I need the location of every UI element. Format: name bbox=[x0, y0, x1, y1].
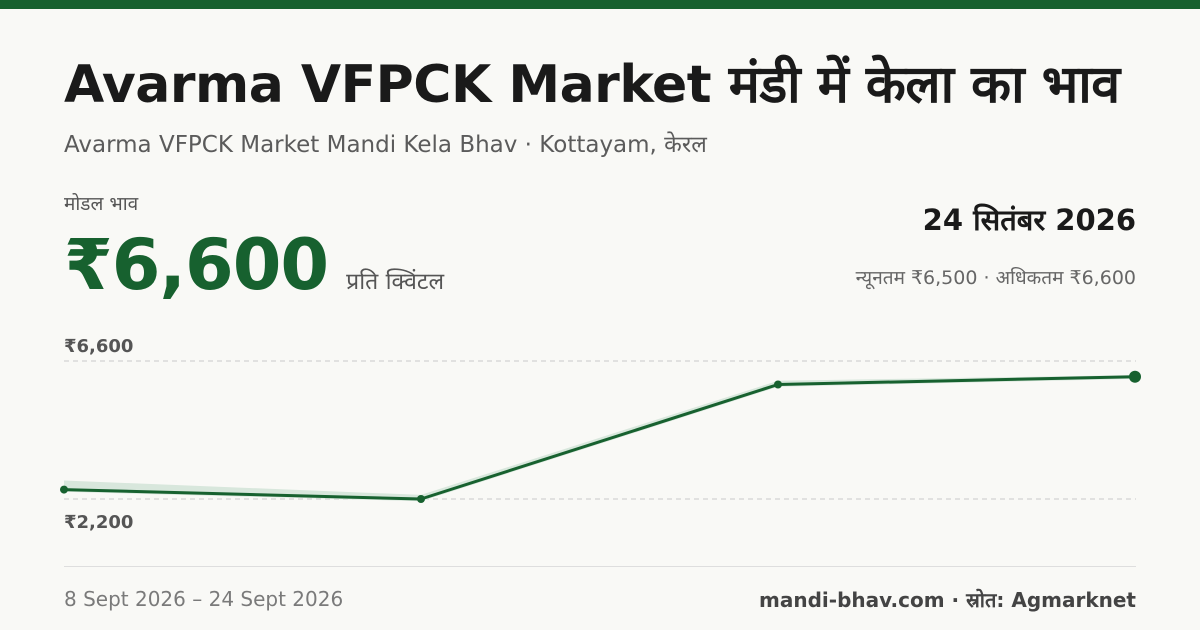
price-range: न्यूनतम ₹6,500 · अधिकतम ₹6,600 bbox=[855, 267, 1136, 289]
series-layer bbox=[60, 370, 1141, 503]
range-band bbox=[64, 375, 1135, 502]
data-point bbox=[1129, 370, 1141, 383]
modal-price-label: मोडल भाव bbox=[64, 193, 139, 215]
modal-price: ₹6,600 bbox=[64, 224, 329, 306]
data-point bbox=[60, 485, 68, 494]
page-title: Avarma VFPCK Market मंडी में केला का भाव bbox=[64, 55, 1120, 115]
data-point bbox=[774, 380, 782, 389]
page-subtitle: Avarma VFPCK Market Mandi Kela Bhav · Ko… bbox=[64, 132, 707, 158]
price-unit: प्रति क्विंटल bbox=[346, 269, 445, 295]
price-date: 24 सितंबर 2026 bbox=[922, 203, 1136, 237]
top-accent-bar bbox=[0, 0, 1200, 9]
price-line bbox=[63, 375, 1136, 501]
y-tick-label-bottom: ₹2,200 bbox=[64, 512, 133, 533]
footer-divider bbox=[64, 566, 1136, 567]
price-row: ₹6,600 प्रति क्विंटल bbox=[64, 222, 444, 308]
footer-source: mandi-bhav.com · स्रोत: Agmarknet bbox=[759, 588, 1136, 612]
y-tick-label-top: ₹6,600 bbox=[64, 336, 133, 357]
footer-date-range: 8 Sept 2026 – 24 Sept 2026 bbox=[64, 587, 344, 611]
data-point bbox=[417, 495, 425, 503]
